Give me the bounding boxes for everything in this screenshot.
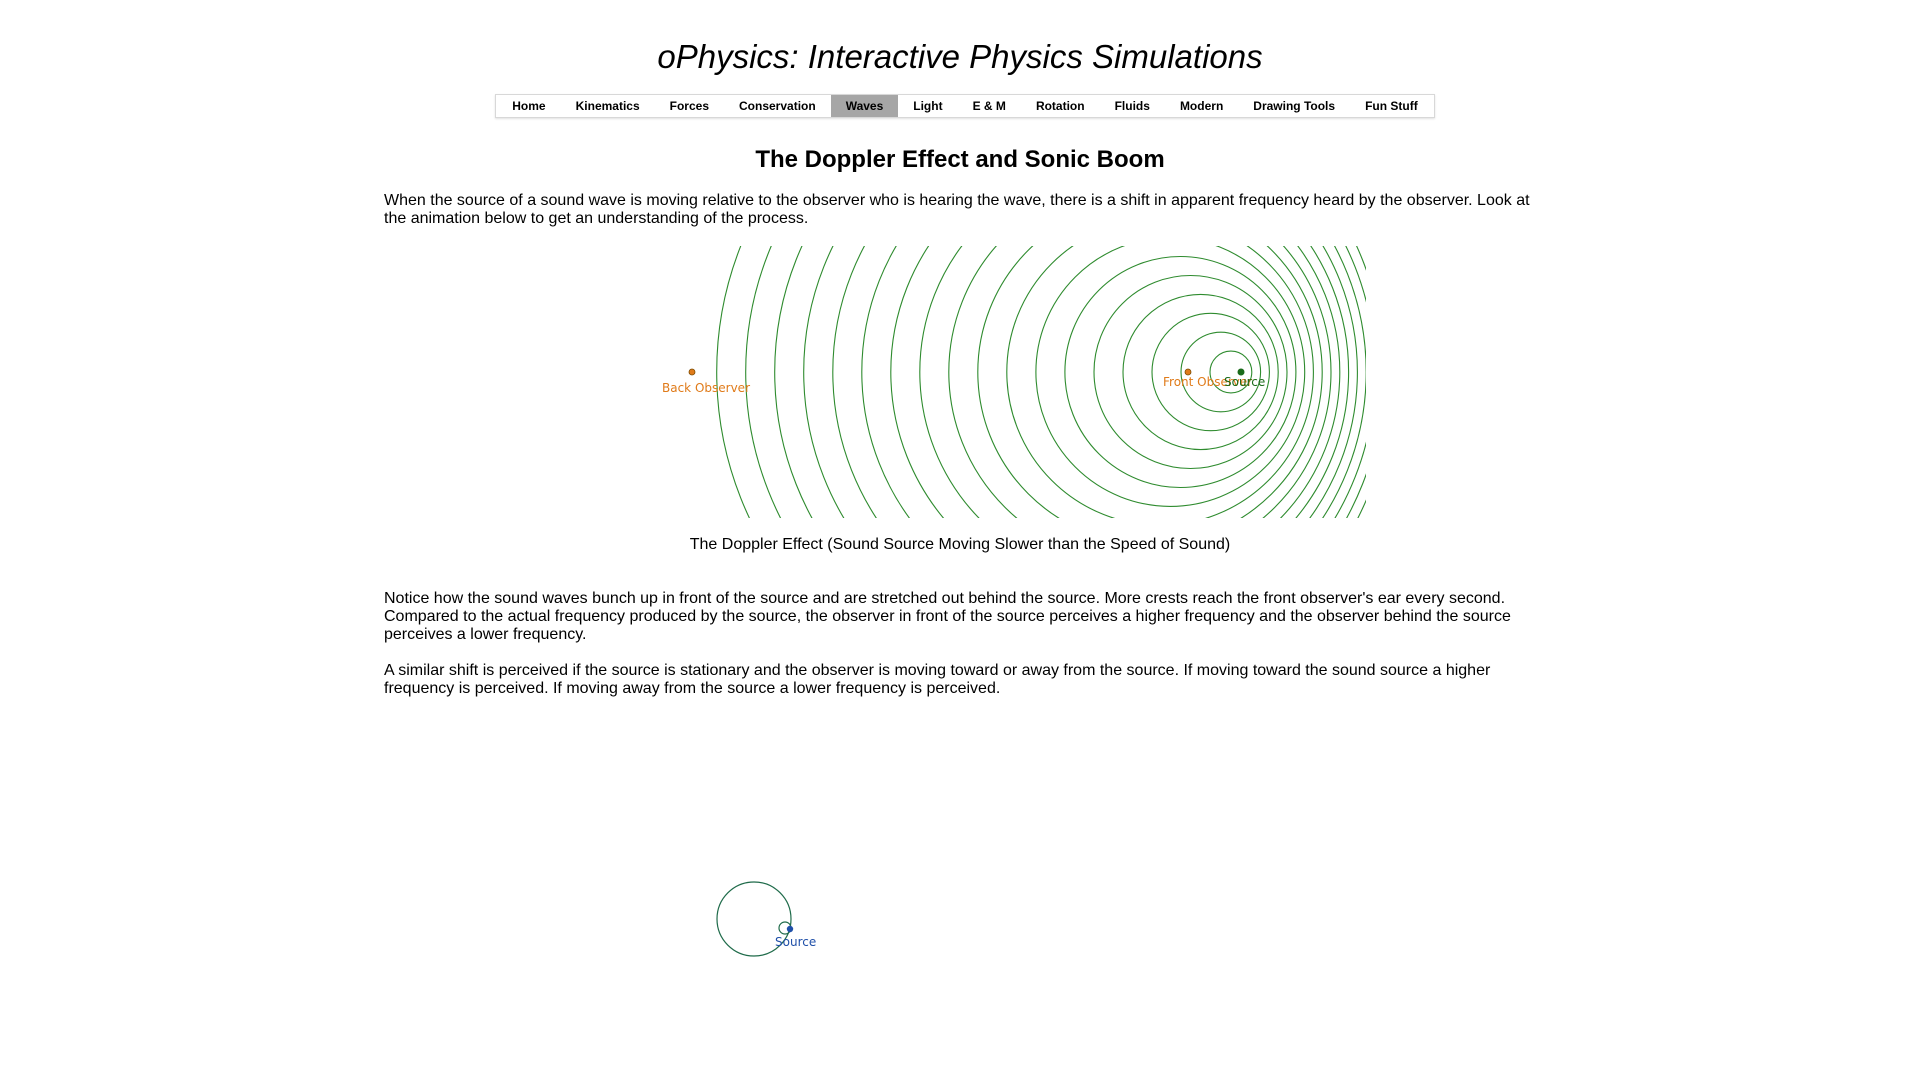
wavefront-circle	[1064, 255, 1297, 489]
simulation-caption: The Doppler Effect (Sound Source Moving …	[689, 536, 1231, 553]
front-observer-label: Front Observer	[1163, 375, 1252, 389]
wavefront-circle	[1093, 274, 1288, 470]
wavefront-circle	[1180, 331, 1262, 413]
wavefront-circle	[1122, 293, 1279, 451]
nav-item-fun-stuff[interactable]: Fun Stuff	[1365, 99, 1418, 113]
source-dot[interactable]	[786, 925, 794, 933]
source-dot[interactable]	[1237, 368, 1245, 376]
nav-item-e-m[interactable]: E & M	[972, 99, 1006, 113]
main-nav: Home Kinematics Forces Conservation Waves Lig…	[495, 94, 1435, 118]
nav-item-modern[interactable]: Modern	[1179, 99, 1224, 113]
nav-item-drawing-tools[interactable]: Drawing Tools	[1253, 99, 1336, 113]
wavefront-circle	[861, 246, 1358, 518]
wavefront-circle	[832, 246, 1366, 518]
wavefront-circle	[745, 246, 1366, 518]
nav-item-waves[interactable]: Waves	[830, 95, 899, 117]
sonic-boom-canvas[interactable]: Source	[700, 870, 840, 980]
wavefront-circle	[1209, 350, 1253, 394]
wavefront-circle	[774, 246, 1366, 518]
source-label: Source	[1224, 375, 1265, 389]
wavefront-circle	[1006, 246, 1314, 518]
wavefront-circle	[716, 881, 792, 957]
intro-paragraph: When the source of a sound wave is movin…	[384, 192, 1530, 227]
wavefront-circle	[803, 246, 1366, 518]
nav-item-conservation[interactable]: Conservation	[739, 99, 816, 113]
wavefront-circle	[890, 246, 1350, 518]
front-observer-dot[interactable]	[1184, 368, 1192, 376]
nav-item-forces[interactable]: Forces	[669, 99, 709, 113]
sonic-boom-simulation[interactable]: Source	[700, 870, 840, 980]
nav-item-light[interactable]: Light	[913, 99, 943, 113]
explanation-paragraph: Notice how the sound waves bunch up in f…	[384, 590, 1511, 643]
wavefront-circle	[948, 246, 1332, 518]
nav-item-fluids[interactable]: Fluids	[1114, 99, 1150, 113]
wavefront-circle	[716, 246, 751, 518]
wavefront-circle	[1035, 246, 1306, 507]
observer-motion-paragraph: A similar shift is perceived if the sour…	[384, 662, 1491, 697]
back-observer-dot[interactable]	[688, 368, 696, 376]
doppler-simulation[interactable]: Back Observer Front Observer Source	[570, 246, 1366, 518]
nav-item-home[interactable]: Home	[512, 99, 546, 113]
back-observer-label: Back Observer	[662, 381, 750, 395]
wavefront-circle	[977, 246, 1323, 518]
site-title: oPhysics: Interactive Physics Simulation…	[657, 38, 1263, 75]
nav-item-kinematics[interactable]: Kinematics	[575, 99, 640, 113]
nav-item-rotation[interactable]: Rotation	[1035, 99, 1085, 113]
wavefront-circle	[1151, 312, 1270, 432]
wavefront-circle	[919, 246, 1341, 518]
source-label: Source	[775, 935, 816, 949]
page-title: The Doppler Effect and Sonic Boom	[755, 146, 1165, 173]
